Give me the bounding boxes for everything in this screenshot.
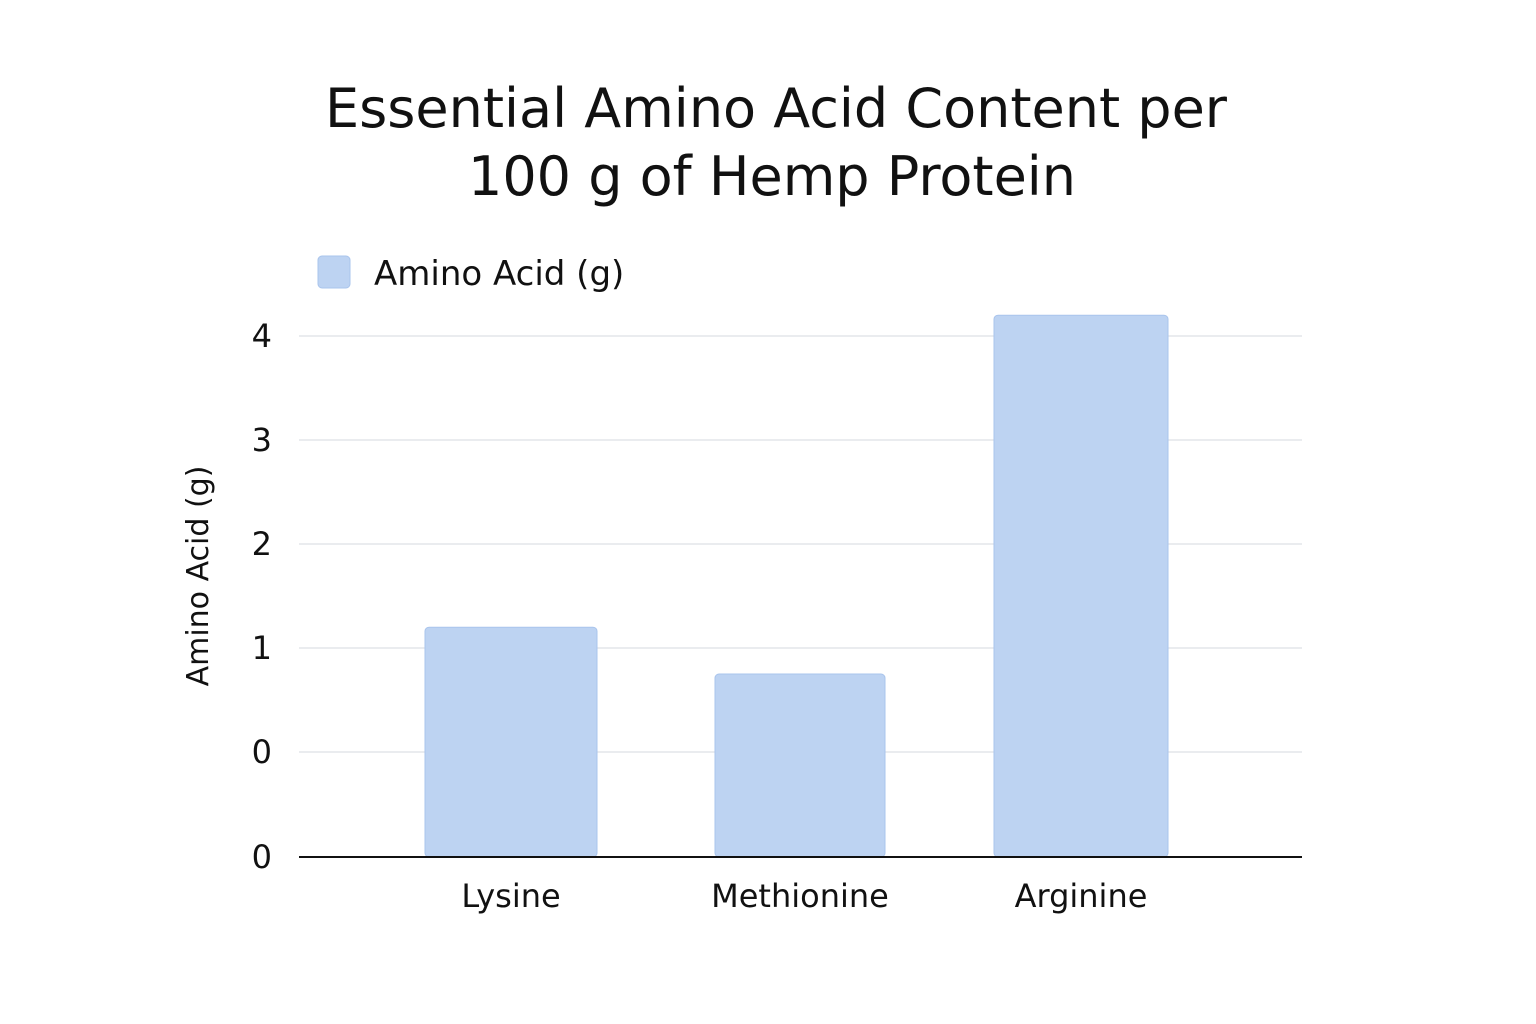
legend-swatch (317, 255, 351, 289)
chart-title-line-2: 100 g of Hemp Protein (468, 145, 1076, 208)
chart-title-line-1: Essential Amino Acid Content per (325, 77, 1228, 140)
y-tick-label-5: 4 (252, 317, 272, 355)
bars (424, 314, 1169, 858)
bar-methionine (714, 673, 886, 858)
legend-label: Amino Acid (g) (374, 254, 624, 294)
x-tick-label-methionine: Methionine (711, 877, 889, 915)
x-tick-label-arginine: Arginine (1015, 877, 1148, 915)
bar-arginine (993, 314, 1169, 858)
y-tick-label-2: 1 (252, 629, 272, 667)
y-tick-label-3: 2 (252, 525, 272, 563)
y-tick-label-1: 0 (252, 733, 272, 771)
y-tick-label-0: 0 (252, 838, 272, 876)
y-axis-title: Amino Acid (g) (181, 466, 216, 687)
y-tick-label-4: 3 (252, 421, 272, 459)
x-tick-label-lysine: Lysine (461, 877, 560, 915)
legend: Amino Acid (g) (317, 254, 624, 294)
y-axis-ticks: 0 0 1 2 3 4 (252, 317, 272, 876)
x-axis-ticks: Lysine Methionine Arginine (461, 877, 1147, 915)
bar-lysine (424, 626, 598, 858)
